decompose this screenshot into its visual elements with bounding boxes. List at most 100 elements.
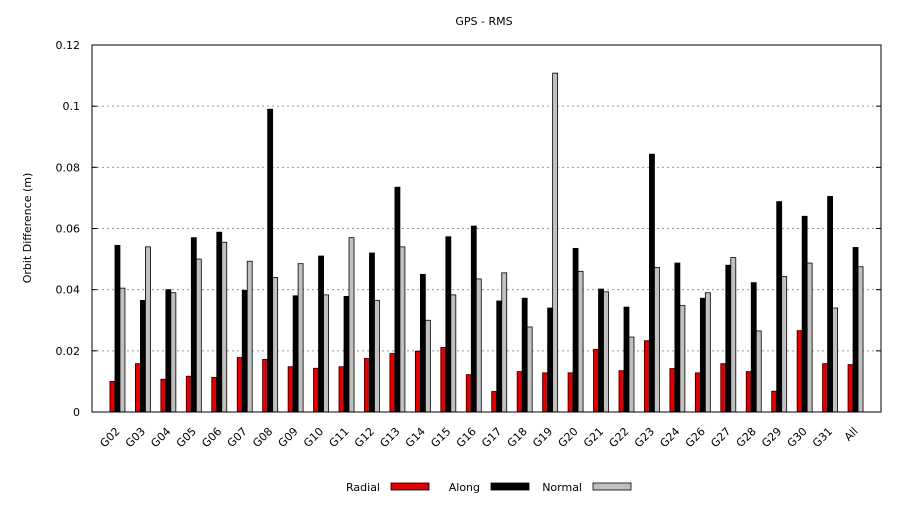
bar-normal-g10	[323, 294, 329, 413]
x-tick-label: G09	[276, 425, 301, 450]
bar-along-g08	[267, 108, 274, 413]
x-tick-label: G22	[606, 425, 631, 450]
x-tick-label: G07	[225, 425, 250, 450]
bar-along-g22	[623, 306, 630, 413]
x-tick-label: G31	[810, 425, 835, 450]
bar-normal-g06	[221, 241, 228, 413]
legend-label-radial: Radial	[346, 481, 380, 494]
bar-radial-g08	[262, 358, 269, 413]
bar-radial-g14	[414, 350, 421, 413]
bar-radial-g30	[796, 330, 803, 413]
y-tick-label: 0.04	[56, 284, 81, 297]
bar-normal-g19	[552, 72, 559, 413]
bars-layer	[109, 72, 864, 413]
legend-label-along: Along	[449, 481, 480, 494]
bar-radial-g28	[745, 371, 752, 413]
bar-radial-g03	[135, 363, 141, 413]
legend-swatch-normal	[592, 482, 632, 491]
bar-normal-g30	[806, 262, 813, 413]
x-tick-label: G30	[785, 425, 810, 450]
x-tick-label: G11	[327, 425, 352, 450]
x-tick-label: G21	[581, 425, 606, 450]
x-tick-label: G17	[479, 425, 504, 450]
bar-normal-g17	[501, 272, 508, 413]
bar-radial-g12	[364, 358, 370, 413]
bar-along-g03	[140, 299, 146, 413]
legend-swatch-radial	[390, 482, 430, 491]
bar-radial-g07	[236, 357, 243, 413]
bar-normal-g22	[628, 336, 635, 413]
legend: Radial Along Normal	[346, 481, 632, 494]
bar-along-g07	[241, 289, 248, 413]
bar-radial-g22	[618, 370, 625, 413]
bar-normal-g03	[145, 246, 151, 413]
x-tick-label: G08	[250, 425, 275, 450]
x-tick-label: G28	[734, 425, 759, 450]
bar-radial-g11	[338, 366, 345, 413]
bar-along-g23	[649, 153, 655, 413]
bar-along-g16	[470, 225, 477, 413]
bar-along-g17	[496, 300, 503, 413]
bar-radial-g13	[389, 353, 396, 413]
y-tick-label: 0.08	[56, 161, 81, 174]
bar-along-g05	[190, 237, 197, 413]
bar-normal-g28	[755, 330, 762, 413]
bar-normal-g02	[119, 287, 126, 413]
bar-along-g20	[572, 247, 579, 413]
y-tick-label: 0.06	[56, 223, 81, 236]
x-tick-label: G29	[759, 425, 784, 450]
bar-along-g13	[394, 186, 401, 413]
bar-along-g19	[547, 307, 554, 413]
x-tick-label: G18	[505, 425, 530, 450]
x-tick-label: G27	[708, 425, 733, 450]
grid-layer	[92, 105, 881, 352]
x-tick-label: G16	[454, 425, 479, 450]
bar-normal-g27	[730, 257, 737, 413]
bar-along-g15	[445, 236, 452, 413]
bar-radial-g19	[542, 372, 549, 413]
bar-radial-g18	[516, 371, 523, 413]
bar-radial-g29	[771, 390, 778, 413]
bar-along-g29	[776, 201, 783, 413]
bar-along-g18	[521, 297, 528, 413]
bar-radial-g09	[287, 366, 294, 413]
bar-radial-g06	[211, 377, 218, 413]
bar-radial-all	[847, 364, 854, 413]
x-tick-label: G15	[428, 425, 453, 450]
y-tick-label: 0.02	[56, 345, 81, 358]
x-tick-label: G10	[301, 425, 326, 450]
bar-normal-g11	[348, 237, 355, 413]
bar-radial-g10	[313, 367, 319, 413]
bar-along-g14	[419, 273, 426, 413]
bar-normal-g24	[679, 305, 686, 413]
x-tick-label: G06	[199, 425, 224, 450]
y-tick-label: 0.1	[63, 100, 81, 113]
bar-normal-g20	[577, 270, 584, 413]
x-tick-label: G24	[657, 425, 682, 450]
bar-along-g26	[699, 297, 706, 413]
bar-radial-g02	[109, 381, 116, 413]
bar-along-g30	[801, 215, 808, 413]
bar-normal-g09	[297, 263, 304, 413]
x-tick-label: G19	[530, 425, 555, 450]
bar-radial-g17	[491, 391, 498, 413]
bar-normal-g21	[603, 291, 609, 413]
x-tick-label: G20	[556, 425, 581, 450]
bar-along-g02	[114, 244, 121, 413]
bar-normal-g04	[170, 292, 177, 413]
bar-normal-all	[857, 266, 864, 413]
bar-normal-g08	[272, 277, 279, 413]
bar-normal-g23	[654, 266, 660, 413]
bar-normal-g07	[246, 260, 253, 413]
bar-normal-g26	[704, 292, 711, 413]
bar-along-g24	[674, 262, 681, 413]
bar-radial-g04	[160, 378, 167, 413]
x-tick-label: G03	[123, 425, 148, 450]
x-tick-label: G02	[97, 425, 122, 450]
x-tick-label: G12	[352, 425, 377, 450]
bar-along-g04	[165, 289, 172, 413]
y-tick-label: 0.12	[56, 39, 81, 52]
x-tick-label: All	[842, 425, 861, 444]
